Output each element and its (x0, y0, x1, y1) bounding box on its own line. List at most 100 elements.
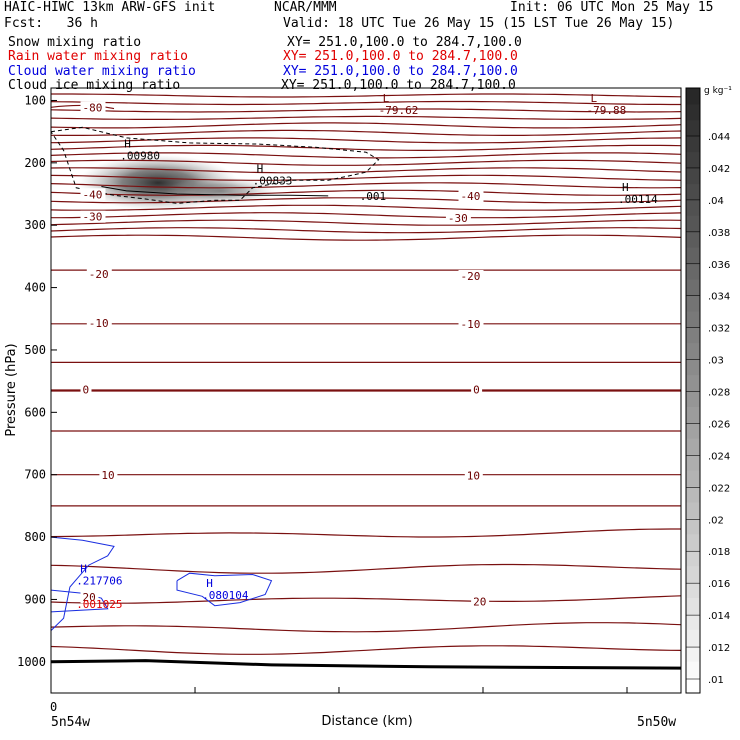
colorbar-tick-label: .018 (708, 547, 730, 558)
isotherm-line (51, 122, 681, 129)
colorbar-tick-label: .026 (708, 419, 730, 430)
colorbar-swatch (686, 263, 700, 280)
extremum-value: -79.88 (587, 104, 627, 117)
colorbar-tick-label: .036 (708, 260, 730, 271)
isotherm-line (51, 174, 681, 181)
isotherm-line (51, 212, 681, 219)
surface-pressure-line (51, 659, 681, 670)
colorbar-swatch (686, 438, 700, 455)
cloud-water-contour (51, 589, 109, 613)
colorbar-swatch (686, 374, 700, 391)
isotherm-label: 0 (83, 384, 90, 397)
field-name: Rain water mixing ratio (8, 49, 189, 64)
colorbar-tick-label: .016 (708, 579, 730, 590)
isotherm-line (51, 167, 681, 174)
colorbar-swatch (686, 661, 700, 678)
colorbar-swatch (686, 215, 700, 232)
isotherm-label-bg (99, 468, 118, 481)
colorbar-swatch (686, 613, 700, 630)
isotherm-line (51, 622, 681, 633)
isotherm-label: -20 (461, 270, 481, 283)
colorbar-tick-label: .032 (708, 324, 730, 335)
isotherm-label-bg (86, 268, 112, 281)
isotherm-line (51, 108, 681, 113)
field-name: Cloud water mixing ratio (8, 64, 196, 79)
isotherm-label-bg (80, 591, 99, 604)
extremum-mark: H (622, 181, 629, 194)
isotherm-line (51, 182, 681, 189)
colorbar-tick-label: .014 (708, 611, 730, 622)
extremum-mark: H (257, 162, 264, 175)
colorbar-tick-label: .01 (708, 675, 724, 686)
isotherm-label: -10 (461, 318, 481, 331)
colorbar-swatch (686, 358, 700, 376)
colorbar-swatch (686, 597, 700, 614)
colorbar-swatch (686, 199, 700, 216)
isotherm-line (51, 227, 681, 234)
extremum-value: .00833 (253, 174, 293, 187)
colorbar: .01 .012 .014 .016 .018 .02 .022 .024 .026 .028 .0… (685, 86, 732, 694)
extremum-mark: L (383, 92, 390, 105)
colorbar-swatch (686, 645, 700, 662)
colorbar-swatch (686, 294, 700, 312)
cloud-water-contour (51, 536, 115, 631)
isotherm-line (51, 204, 681, 211)
contour-value-label: .001 (360, 190, 387, 203)
isotherm-label-bg (458, 318, 484, 331)
colorbar-swatch (686, 135, 700, 153)
isotherm-line (51, 197, 681, 204)
colorbar-swatch (686, 549, 700, 567)
contour-value-label: .001025 (76, 598, 122, 611)
y-tick-label: 1000 (17, 655, 46, 669)
colorbar-tick-label: .028 (708, 388, 730, 399)
isotherm-line (51, 129, 681, 136)
colorbar-swatch (686, 629, 700, 646)
y-tick-label: 200 (24, 156, 46, 170)
colorbar-swatch (686, 119, 700, 137)
isotherm-label-bg (458, 190, 484, 203)
valid-time: Valid: 18 UTC Tue 26 May 15 (15 LST Tue … (283, 16, 675, 31)
cloud-water-contour (176, 572, 273, 607)
colorbar-swatch (686, 342, 700, 360)
cloud-ice-contour (51, 126, 380, 204)
isotherm-line (51, 189, 681, 196)
x-end-label-right: 5n50w (637, 715, 676, 730)
isotherm-label-bg (80, 210, 106, 223)
isotherm-label-bg (80, 188, 106, 201)
extremum-mark: H (206, 577, 213, 590)
colorbar-tick-label: .02 (708, 515, 724, 526)
field-xy: XY= 251.0,100.0 to 284.7,100.0 (287, 35, 522, 50)
colorbar-tick-label: .042 (708, 164, 730, 175)
colorbar-tick-label: .034 (708, 292, 730, 303)
colorbar-frame (685, 87, 701, 694)
isotherm-label: 0 (473, 384, 480, 397)
colorbar-tick-label: .044 (708, 132, 730, 143)
colorbar-swatch (686, 486, 700, 503)
colorbar-tick-label: .04 (708, 196, 724, 207)
isotherm-label: -40 (461, 190, 481, 203)
isotherm-label-bg (445, 211, 471, 224)
org-label: NCAR/MMM (274, 0, 337, 15)
colorbar-tick-label: .022 (708, 483, 730, 494)
colorbar-tick-label: .012 (708, 643, 730, 654)
isotherm-label: -30 (448, 212, 468, 225)
field-name: Cloud ice mixing ratio (8, 78, 181, 93)
isotherm-line (51, 219, 681, 226)
isotherm-line (51, 100, 681, 106)
colorbar-unit: g kg⁻¹ (704, 86, 732, 96)
isotherm-line (51, 144, 681, 151)
isotherm-line (51, 563, 681, 574)
field-xy: XY= 251.0,100.0 to 284.7,100.0 (283, 49, 518, 64)
field-name: Snow mixing ratio (8, 35, 142, 50)
extremum-value: .00980 (120, 149, 160, 162)
colorbar-swatch (686, 279, 700, 296)
isotherm-label: 20 (83, 591, 96, 604)
extremum-mark: L (591, 92, 598, 105)
isotherm-line (51, 234, 681, 241)
field-xy: XY= 251.0,100.0 to 284.7,100.0 (283, 64, 518, 79)
colorbar-swatch (686, 501, 700, 519)
isotherm-line (51, 137, 681, 144)
y-tick-label: 900 (24, 592, 46, 606)
isotherm-label: -40 (83, 188, 103, 201)
